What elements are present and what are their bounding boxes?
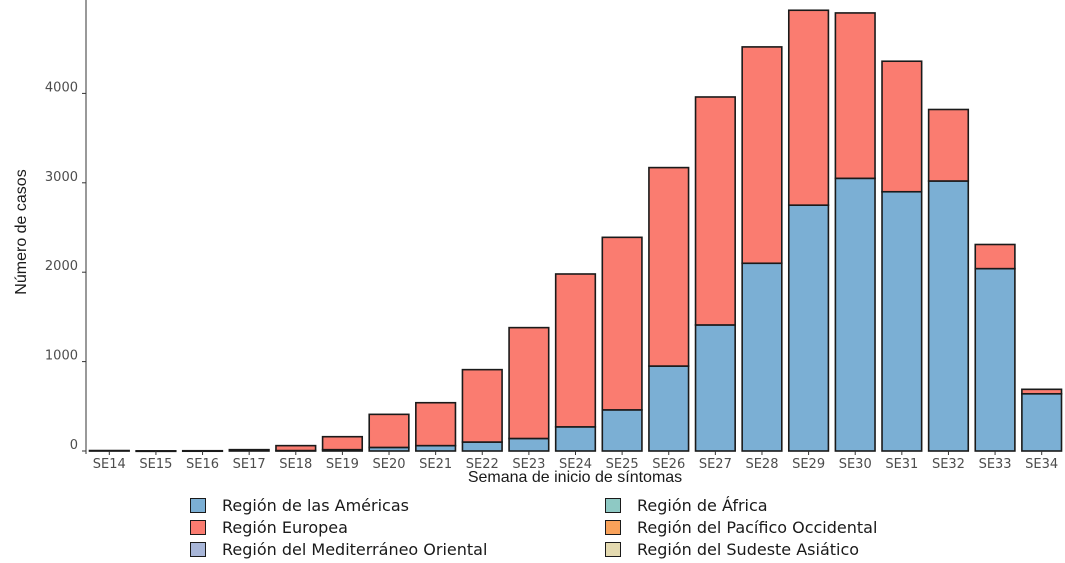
bar-segment xyxy=(415,444,457,452)
bar-segment xyxy=(554,273,597,428)
bar-segment xyxy=(648,166,690,367)
bar-segment xyxy=(1021,392,1063,452)
legend-label: Región del Pacífico Occidental xyxy=(637,517,878,537)
legend-item: Región del Mediterráneo Oriental xyxy=(190,538,605,560)
legend-label: Región del Mediterráneo Oriental xyxy=(222,539,488,559)
x-tick-label: SE14 xyxy=(93,457,126,472)
bar-segment xyxy=(834,177,876,452)
x-tick-label: SE15 xyxy=(139,457,172,472)
bar-segment xyxy=(321,435,364,451)
bar-segment xyxy=(694,96,736,326)
y-axis-title: Número de casos xyxy=(13,169,30,294)
x-tick-label: SE28 xyxy=(745,457,778,472)
x-tick-label: SE22 xyxy=(466,457,499,472)
bar-segment xyxy=(927,180,970,452)
x-tick-label: SE32 xyxy=(932,457,965,472)
x-tick-label: SE21 xyxy=(419,457,452,472)
bar-segment xyxy=(787,9,830,206)
legend-swatch xyxy=(605,519,621,535)
x-tick-label: SE23 xyxy=(512,457,545,472)
legend-label: Región del Sudeste Asiático xyxy=(637,539,860,559)
bar-segment xyxy=(648,365,690,452)
bar-segment xyxy=(461,441,503,452)
bar-segment xyxy=(881,60,923,193)
bar-segment xyxy=(415,401,457,447)
bar-segment xyxy=(554,426,597,452)
x-tick-label: SE25 xyxy=(606,457,639,472)
x-tick-label: SE29 xyxy=(792,457,825,472)
legend-item: Región del Sudeste Asiático xyxy=(605,538,1005,560)
legend-swatch xyxy=(605,541,621,557)
bar-segment xyxy=(461,368,503,443)
x-tick-label: SE20 xyxy=(373,457,406,472)
bar-segment xyxy=(601,409,643,452)
x-axis-ticks: SE14 SE15 SE16 SE17 SE18 SE19 SE20 SE21 SE22 SE23… xyxy=(93,451,1058,472)
y-tick-label: 2000 xyxy=(45,259,78,274)
legend-item: Región de las Américas xyxy=(190,494,605,516)
x-tick-label: SE18 xyxy=(279,457,312,472)
legend-swatch xyxy=(190,541,206,557)
legend-swatch xyxy=(190,519,206,535)
legend-label: Región de las Américas xyxy=(222,495,409,515)
bar-segment xyxy=(927,108,970,182)
x-tick-label: SE24 xyxy=(559,457,592,472)
x-tick-label: SE26 xyxy=(652,457,685,472)
bar-segment xyxy=(974,243,1016,270)
legend-swatch xyxy=(605,497,621,513)
x-tick-label: SE34 xyxy=(1025,457,1058,472)
x-tick-label: SE27 xyxy=(699,457,732,472)
y-tick-label: 3000 xyxy=(45,170,78,185)
x-tick-label: SE31 xyxy=(885,457,918,472)
legend-item: Región del Pacífico Occidental xyxy=(605,516,1005,538)
bar-segment xyxy=(881,190,923,452)
legend-item: Región Europea xyxy=(190,516,605,538)
bar-segment xyxy=(974,267,1016,452)
x-tick-label: SE19 xyxy=(326,457,359,472)
x-tick-label: SE17 xyxy=(233,457,266,472)
bar-segment xyxy=(601,236,643,411)
bar-segment xyxy=(694,324,736,452)
x-tick-label: SE30 xyxy=(839,457,872,472)
x-tick-label: SE33 xyxy=(979,457,1012,472)
legend-item: Región de África xyxy=(605,494,1005,516)
bar-segment xyxy=(834,12,876,180)
bar-segment xyxy=(88,449,130,452)
bar-segment xyxy=(787,204,830,452)
bar-segment xyxy=(275,444,317,452)
legend-label: Región de África xyxy=(637,495,768,515)
bars xyxy=(88,9,1063,453)
bar-segment xyxy=(741,46,783,265)
legend-label: Región Europea xyxy=(222,517,348,537)
y-axis-ticks: 0 1000 2000 3000 4000 xyxy=(45,80,86,453)
bar-segment xyxy=(368,413,410,449)
y-tick-label: 0 xyxy=(70,438,78,453)
bar-segment xyxy=(508,437,550,452)
bar-segment xyxy=(1021,388,1063,395)
x-tick-label: SE16 xyxy=(186,457,219,472)
x-axis-title: Semana de inicio de síntomas xyxy=(468,469,682,486)
bar-segment xyxy=(741,262,783,452)
bar-segment xyxy=(508,326,550,440)
legend-swatch xyxy=(190,497,206,513)
y-tick-label: 4000 xyxy=(45,80,78,95)
bar-segment xyxy=(228,448,270,452)
legend: Región de las Américas Región de África … xyxy=(190,494,1050,560)
y-tick-label: 1000 xyxy=(45,349,78,364)
